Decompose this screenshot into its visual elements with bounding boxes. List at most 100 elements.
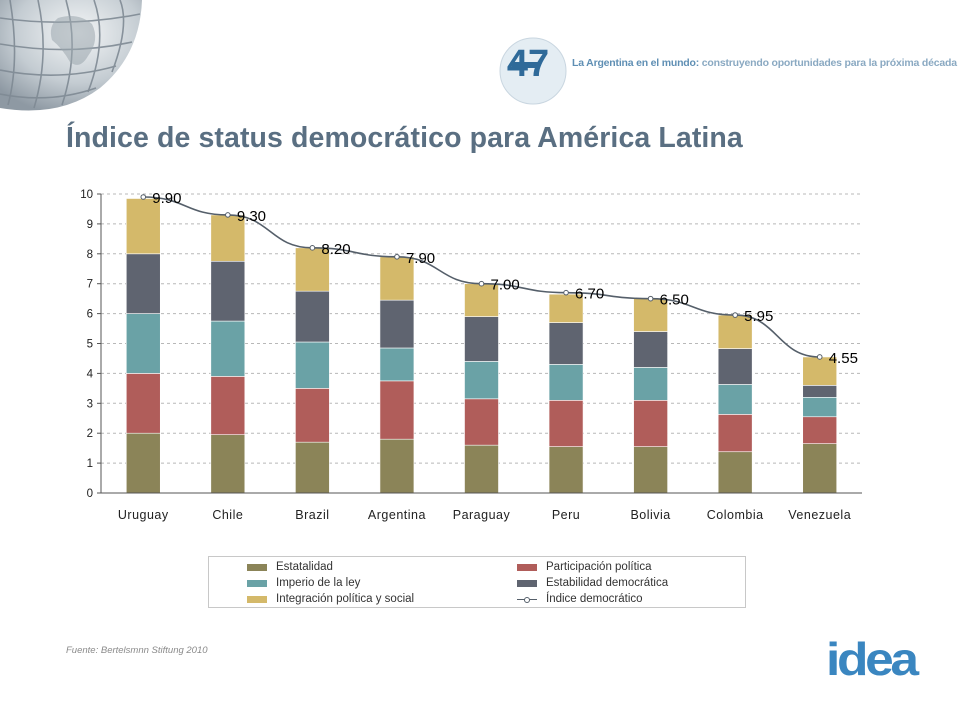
y-tick-label: 2	[87, 428, 93, 440]
legend-label: Índice democrático	[546, 593, 643, 605]
bar-segment	[210, 320, 246, 377]
x-tick-label: Argentina	[368, 508, 426, 522]
bar-segment	[717, 451, 753, 494]
y-tick-label: 9	[87, 219, 93, 231]
y-tick-label: 3	[87, 398, 93, 410]
bar-segment	[633, 367, 668, 401]
bar-segment	[717, 414, 753, 453]
y-tick-label: 10	[80, 189, 93, 201]
index-value-label: 8.20	[321, 241, 350, 258]
x-tick-label: Peru	[552, 508, 580, 522]
y-tick-label: 4	[87, 368, 94, 380]
legend-label: Participación política	[546, 561, 652, 573]
legend-swatch	[517, 579, 537, 587]
legend-item-participacion: Participación política	[517, 560, 651, 574]
index-value-label: 9.30	[237, 208, 266, 225]
tagline-bold: La Argentina en el mundo:	[572, 57, 700, 69]
bar-segment	[379, 347, 415, 382]
bar-segment	[295, 388, 330, 443]
legend-item-estatalidad: Estatalidad	[247, 560, 333, 574]
x-tick-label: Uruguay	[118, 508, 169, 522]
legend-item-indice: Índice democrático	[517, 592, 643, 606]
legend-label: Estabilidad democrática	[546, 577, 669, 589]
bar-segment	[717, 348, 753, 385]
legend-swatch	[247, 579, 267, 587]
y-tick-label: 5	[87, 339, 93, 351]
index-value-label: 7.00	[491, 277, 520, 294]
bar-segment	[379, 438, 415, 494]
bar-segment	[802, 385, 838, 398]
bar-segment	[210, 260, 246, 322]
bar-segment	[464, 316, 499, 362]
legend-swatch	[517, 563, 537, 571]
page-title: Índice de status democrático para Améric…	[66, 122, 743, 154]
legend-item-imperio: Imperio de la ley	[247, 576, 360, 590]
bar-segment	[633, 298, 668, 332]
badge-47: 47	[499, 37, 567, 105]
bar-segment	[125, 253, 161, 314]
bar-segment	[125, 432, 161, 494]
axes	[100, 194, 862, 494]
index-value-label: 9.90	[152, 190, 181, 207]
x-tick-label: Brazil	[295, 508, 329, 522]
legend-item-integracion: Integración política y social	[247, 592, 414, 606]
index-point	[647, 295, 654, 302]
bar-segment	[379, 380, 415, 440]
bar-segment	[464, 444, 499, 494]
bar-segment	[295, 247, 330, 292]
democratic-index-line: 9.90 9.30 8.20 7.90 7.00 6.70 6.50 5.95 4.55	[140, 190, 858, 367]
index-point	[563, 289, 569, 296]
bars	[125, 198, 838, 494]
y-tick-label: 6	[87, 309, 93, 321]
index-value-label: 4.55	[829, 350, 858, 367]
index-point	[225, 212, 231, 218]
bar-segment	[464, 361, 499, 400]
y-axis-ticks: 0 1 2 3 4 5 6 7 8 9 10	[80, 189, 101, 500]
bar-segment	[548, 293, 584, 323]
bar-segment	[379, 256, 415, 301]
bar-segment	[210, 376, 246, 435]
bar-segment	[295, 441, 330, 494]
index-point	[478, 280, 485, 287]
index-point	[732, 312, 738, 318]
index-value-label: 7.90	[406, 250, 435, 267]
index-point	[140, 194, 147, 200]
bar-segment	[464, 398, 499, 446]
tagline-rest: construyendo oportunidades para la próxi…	[701, 57, 957, 69]
source-note: Fuente: Bertelsmnn Stiftung 2010	[66, 645, 208, 656]
globe-graphic	[0, 0, 142, 111]
legend-label: Imperio de la ley	[276, 577, 361, 589]
stacked-bar-chart: 0 1 2 3 4 5 6 7 8 9 10 Uruguay Chile Brazil Argentina…	[80, 189, 862, 522]
bar-segment	[464, 283, 499, 317]
legend: Estatalidad Participación política Imper…	[208, 556, 746, 608]
bar-segment	[633, 446, 668, 494]
x-axis-labels: Uruguay Chile Brazil Argentina Paraguay Peru B…	[118, 508, 851, 522]
legend-item-estabilidad: Estabilidad democrática	[517, 576, 668, 590]
y-tick-label: 1	[87, 458, 93, 470]
bar-segment	[548, 322, 584, 365]
bar-segment	[210, 434, 246, 494]
bar-segment	[295, 290, 330, 343]
x-tick-label: Paraguay	[453, 508, 511, 522]
x-tick-label: Chile	[212, 508, 243, 522]
bar-segment	[210, 214, 246, 262]
legend-swatch	[247, 595, 267, 603]
x-tick-label: Venezuela	[788, 508, 851, 522]
y-tick-label: 0	[87, 488, 93, 500]
index-value-label: 5.95	[744, 308, 773, 325]
bar-segment	[125, 313, 161, 374]
idea-logo: idea	[826, 633, 919, 685]
x-tick-label: Bolivia	[630, 508, 670, 522]
index-point	[309, 245, 316, 251]
bar-segment	[717, 384, 753, 415]
bar-segment	[125, 373, 161, 434]
bar-segment	[379, 299, 415, 349]
bar-segment	[295, 341, 330, 389]
index-value-label: 6.50	[660, 292, 689, 309]
legend-label: Estatalidad	[276, 561, 333, 573]
bar-segment	[802, 443, 838, 494]
header-tagline: La Argentina en el mundo: construyendo o…	[572, 57, 957, 69]
y-tick-label: 8	[87, 249, 93, 261]
x-tick-label: Colombia	[707, 508, 764, 522]
bar-segment	[802, 416, 838, 444]
